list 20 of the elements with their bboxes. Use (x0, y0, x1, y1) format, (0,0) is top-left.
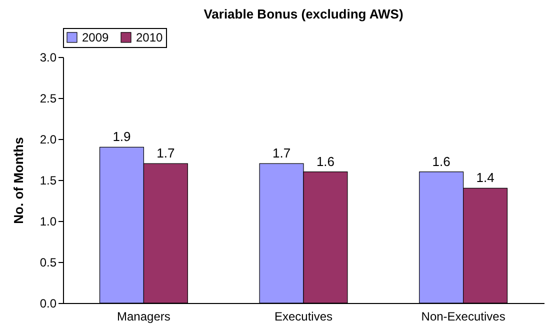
y-tick-label: 2.5 (40, 92, 57, 106)
data-label: 1.6 (316, 154, 335, 169)
y-tick-label: 1.5 (40, 174, 57, 188)
y-tick-label: 1.0 (40, 214, 57, 228)
data-label: 1.7 (272, 146, 291, 161)
y-axis-title: No. of Months (10, 137, 26, 224)
data-label: 1.6 (432, 154, 450, 169)
legend-label: 2010 (136, 30, 164, 44)
chart-title: Variable Bonus (excluding AWS) (204, 6, 404, 22)
x-tick-label: Executives (274, 310, 333, 324)
y-tick-label: 3.0 (40, 50, 57, 64)
data-label: 1.7 (156, 146, 175, 161)
y-tick-label: 0.5 (40, 256, 57, 270)
x-tick-label: Non-Executives (421, 310, 506, 324)
x-tick-label: Managers (117, 310, 170, 324)
y-tick-label: 0.0 (40, 296, 57, 310)
legend-label: 2009 (82, 30, 110, 44)
y-tick-label: 2.0 (40, 132, 57, 146)
data-label: 1.4 (476, 170, 494, 186)
data-label: 1.9 (112, 129, 131, 144)
